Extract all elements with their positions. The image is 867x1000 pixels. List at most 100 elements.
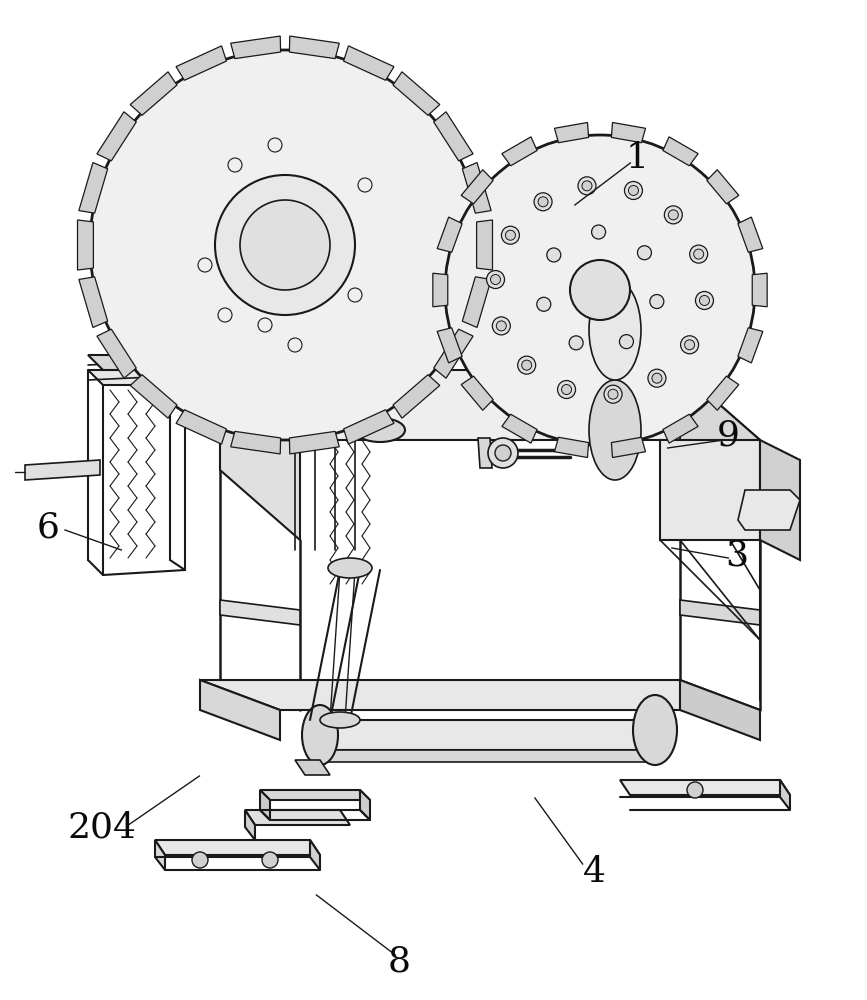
Polygon shape — [290, 431, 339, 454]
Circle shape — [258, 318, 272, 332]
Circle shape — [505, 230, 515, 240]
Circle shape — [694, 249, 704, 259]
Polygon shape — [176, 410, 226, 444]
Polygon shape — [461, 376, 493, 410]
Polygon shape — [461, 170, 493, 204]
Circle shape — [700, 295, 709, 305]
Polygon shape — [295, 760, 330, 775]
Text: 1: 1 — [626, 141, 649, 175]
Polygon shape — [478, 438, 492, 468]
Ellipse shape — [589, 280, 641, 380]
Circle shape — [547, 248, 561, 262]
Ellipse shape — [302, 705, 338, 765]
Circle shape — [288, 338, 302, 352]
Polygon shape — [660, 440, 760, 540]
Circle shape — [689, 245, 707, 263]
Circle shape — [358, 178, 372, 192]
Ellipse shape — [328, 558, 372, 578]
Text: 6: 6 — [36, 511, 59, 545]
Polygon shape — [245, 810, 350, 825]
Polygon shape — [88, 355, 185, 370]
Polygon shape — [680, 370, 760, 540]
Circle shape — [218, 308, 232, 322]
Circle shape — [681, 336, 699, 354]
Polygon shape — [310, 750, 660, 762]
Circle shape — [538, 197, 548, 207]
Circle shape — [488, 438, 518, 468]
Text: 4: 4 — [583, 855, 605, 889]
Polygon shape — [130, 72, 177, 115]
Circle shape — [445, 135, 755, 445]
Circle shape — [619, 335, 634, 349]
Polygon shape — [437, 328, 462, 363]
Circle shape — [495, 445, 511, 461]
Circle shape — [578, 177, 596, 195]
Circle shape — [518, 356, 536, 374]
Polygon shape — [343, 46, 394, 80]
Circle shape — [685, 340, 694, 350]
Polygon shape — [434, 329, 473, 378]
Polygon shape — [155, 840, 320, 855]
Circle shape — [262, 852, 278, 868]
Circle shape — [537, 297, 551, 311]
Circle shape — [664, 206, 682, 224]
Polygon shape — [97, 329, 136, 378]
Text: 9: 9 — [717, 418, 740, 452]
Polygon shape — [343, 410, 394, 444]
Text: 204: 204 — [68, 811, 137, 845]
Circle shape — [268, 138, 282, 152]
Polygon shape — [462, 277, 491, 327]
Polygon shape — [738, 217, 763, 252]
Circle shape — [604, 385, 622, 403]
Circle shape — [569, 336, 583, 350]
Circle shape — [668, 210, 678, 220]
Polygon shape — [663, 414, 698, 443]
Polygon shape — [88, 370, 185, 385]
Polygon shape — [245, 810, 255, 840]
Polygon shape — [393, 375, 440, 418]
Circle shape — [629, 185, 638, 195]
Polygon shape — [611, 122, 646, 143]
Ellipse shape — [320, 712, 360, 728]
Text: 3: 3 — [726, 538, 748, 572]
Polygon shape — [753, 273, 767, 307]
Circle shape — [648, 369, 666, 387]
Polygon shape — [620, 780, 790, 795]
Polygon shape — [707, 376, 739, 410]
Circle shape — [338, 218, 352, 232]
Circle shape — [192, 852, 208, 868]
Polygon shape — [555, 122, 589, 143]
Polygon shape — [260, 790, 270, 820]
Circle shape — [240, 200, 330, 290]
Circle shape — [562, 385, 571, 395]
Circle shape — [198, 258, 212, 272]
Circle shape — [624, 181, 642, 199]
Polygon shape — [738, 328, 763, 363]
Polygon shape — [663, 137, 698, 166]
Polygon shape — [680, 680, 760, 740]
Polygon shape — [310, 720, 660, 750]
Circle shape — [491, 275, 500, 285]
Ellipse shape — [350, 255, 430, 365]
Circle shape — [637, 246, 651, 260]
Polygon shape — [433, 273, 447, 307]
Circle shape — [534, 193, 552, 211]
Circle shape — [492, 317, 511, 335]
Ellipse shape — [350, 205, 430, 315]
Polygon shape — [310, 840, 320, 870]
Circle shape — [90, 50, 480, 440]
Polygon shape — [434, 112, 473, 161]
Polygon shape — [780, 780, 790, 810]
Circle shape — [687, 782, 703, 798]
Polygon shape — [437, 217, 462, 252]
Circle shape — [557, 381, 576, 399]
Polygon shape — [220, 370, 300, 540]
Polygon shape — [502, 414, 538, 443]
Circle shape — [501, 226, 519, 244]
Polygon shape — [79, 163, 108, 213]
Circle shape — [298, 178, 312, 192]
Polygon shape — [231, 431, 281, 454]
Polygon shape — [220, 600, 300, 625]
Polygon shape — [195, 350, 283, 365]
Circle shape — [215, 175, 355, 315]
